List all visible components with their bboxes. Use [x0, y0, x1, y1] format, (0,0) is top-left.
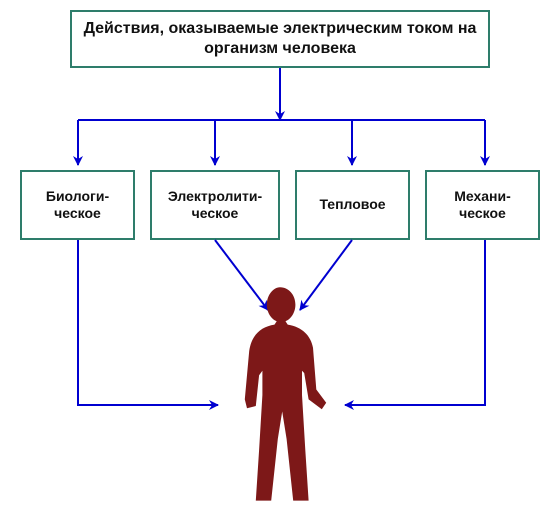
node-elec: Электролити- ческое	[150, 170, 280, 240]
node-bio: Биологи- ческое	[20, 170, 135, 240]
diagram-canvas: Действия, оказываемые электрическим токо…	[0, 0, 559, 520]
node-mech: Механи- ческое	[425, 170, 540, 240]
node-heat: Тепловое	[295, 170, 410, 240]
arrow-elbow-1	[345, 240, 485, 405]
person-silhouette	[225, 285, 335, 505]
title-box: Действия, оказываемые электрическим токо…	[70, 10, 490, 68]
silhouette-path	[245, 287, 326, 500]
arrow-elbow-0	[78, 240, 218, 405]
